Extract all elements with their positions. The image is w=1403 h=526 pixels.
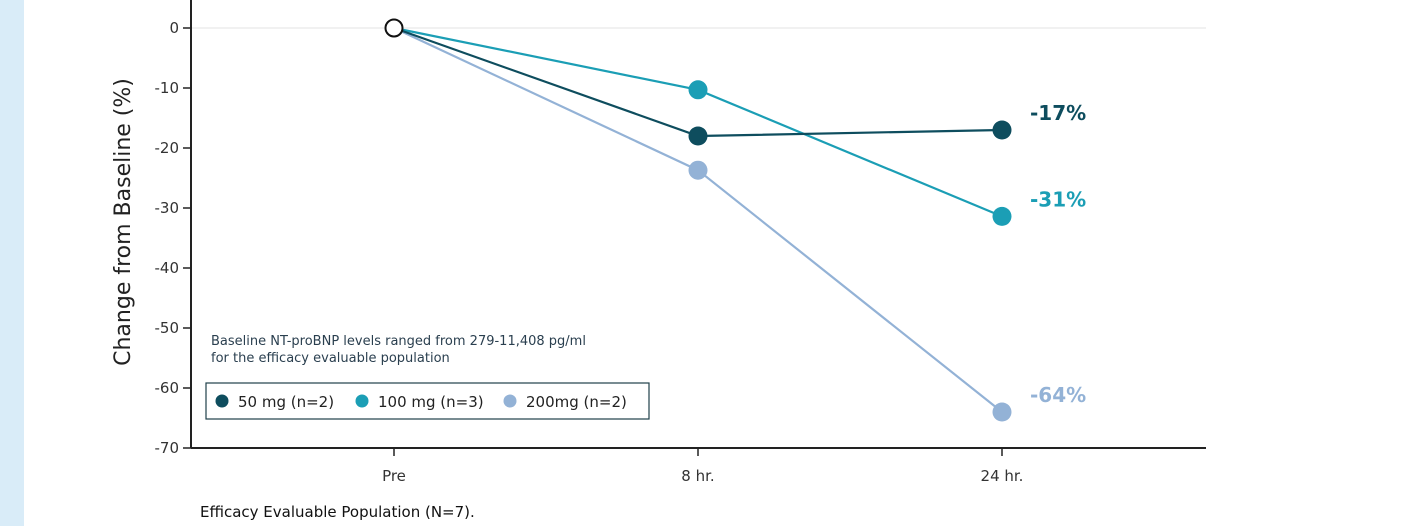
left-accent-strip	[0, 0, 24, 526]
data-point	[992, 120, 1012, 140]
legend-label-100mg: 100 mg (n=3)	[378, 393, 484, 411]
y-tick-label: -30	[155, 199, 180, 217]
end-value-label: -17%	[1030, 101, 1086, 125]
y-tick-label: 0	[169, 19, 179, 37]
y-tick-label: -40	[155, 259, 180, 277]
series-line-1	[393, 26, 1003, 218]
annotation-line-1: Baseline NT-proBNP levels ranged from 27…	[211, 334, 586, 349]
series-markers	[384, 18, 1012, 422]
y-tick-label: -10	[155, 79, 180, 97]
legend-marker-50mg	[215, 394, 229, 408]
data-point	[992, 206, 1012, 226]
y-tick-label: -60	[155, 379, 180, 397]
y-axis-title: Change from Baseline (%)	[111, 78, 136, 366]
x-tick-label: 8 hr.	[681, 467, 714, 485]
data-point	[688, 80, 708, 100]
y-tick-label: -20	[155, 139, 180, 157]
axes-group: 0 -10 -20 -30 -40 -50 -60 -70 Pre 8 hr. 24 hr.	[155, 0, 1206, 485]
y-tick-label: -70	[155, 439, 180, 457]
end-value-label: -31%	[1030, 187, 1086, 211]
data-point	[688, 126, 708, 146]
y-tick-label: -50	[155, 319, 180, 337]
legend-marker-200mg	[503, 394, 517, 408]
x-tick-label: Pre	[382, 467, 406, 485]
legend-label-50mg: 50 mg (n=2)	[238, 393, 334, 411]
x-tick-label: 24 hr.	[981, 467, 1024, 485]
legend-label-200mg: 200mg (n=2)	[526, 393, 627, 411]
caption: Efficacy Evaluable Population (N=7).	[200, 503, 475, 521]
legend-box	[205, 382, 650, 420]
data-point	[688, 160, 708, 180]
baseline-point	[384, 18, 404, 38]
legend: 50 mg (n=2) 100 mg (n=3) 200mg (n=2)	[205, 382, 650, 420]
data-point	[992, 402, 1012, 422]
annotation-line-2: for the efficacy evaluable population	[211, 351, 450, 366]
end-value-label: -64%	[1030, 383, 1086, 407]
legend-marker-100mg	[355, 394, 369, 408]
